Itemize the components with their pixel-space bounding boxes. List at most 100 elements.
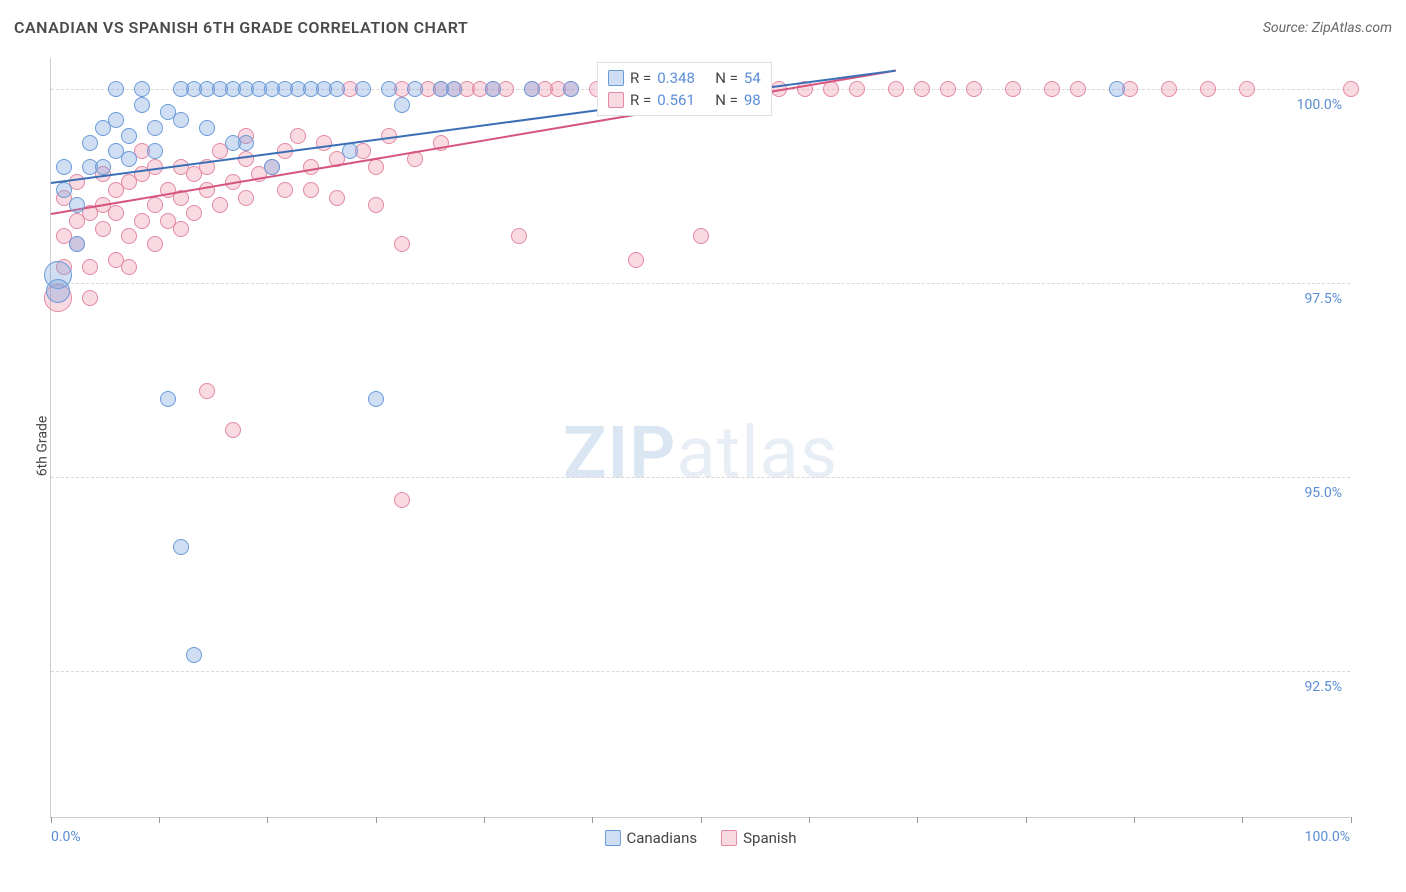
- spanish-point: [82, 259, 98, 275]
- series-legend-label: Canadians: [626, 829, 697, 847]
- canadians-point: [368, 391, 384, 407]
- chart-title: CANADIAN VS SPANISH 6TH GRADE CORRELATIO…: [14, 18, 468, 37]
- canadians-point: [173, 539, 189, 555]
- canadians-point: [264, 159, 280, 175]
- spanish-point: [394, 492, 410, 508]
- canadians-point: [1109, 81, 1125, 97]
- xtick-label-right: 100.0%: [1305, 829, 1350, 845]
- spanish-point: [888, 81, 904, 97]
- xtick: [701, 817, 702, 823]
- xtick: [592, 817, 593, 823]
- spanish-point: [121, 228, 137, 244]
- stats-legend-row: R = 0.561 N = 98: [608, 89, 761, 111]
- chart-header: CANADIAN VS SPANISH 6TH GRADE CORRELATIO…: [14, 18, 1392, 37]
- spanish-point: [95, 221, 111, 237]
- spanish-point: [914, 81, 930, 97]
- canadians-point: [56, 159, 72, 175]
- legend-r-label: R =: [630, 91, 651, 109]
- canadians-point: [199, 120, 215, 136]
- xtick: [809, 817, 810, 823]
- watermark-bold: ZIP: [563, 410, 676, 495]
- gridline-h: [51, 283, 1350, 284]
- spanish-point: [511, 228, 527, 244]
- legend-r-value: 0.348: [657, 69, 709, 87]
- legend-swatch: [608, 92, 624, 108]
- canadians-point: [121, 128, 137, 144]
- legend-r-label: R =: [630, 69, 651, 87]
- spanish-point: [1200, 81, 1216, 97]
- canadians-point: [173, 112, 189, 128]
- spanish-point: [628, 252, 644, 268]
- gridline-h: [51, 671, 1350, 672]
- canadians-point: [108, 81, 124, 97]
- spanish-point: [238, 190, 254, 206]
- series-legend-label: Spanish: [743, 829, 796, 847]
- spanish-point: [1343, 81, 1359, 97]
- spanish-point: [108, 205, 124, 221]
- xtick: [159, 817, 160, 823]
- spanish-point: [290, 128, 306, 144]
- canadians-point: [563, 81, 579, 97]
- legend-swatch: [604, 830, 620, 846]
- canadians-point: [46, 279, 70, 303]
- spanish-point: [1161, 81, 1177, 97]
- canadians-point: [134, 81, 150, 97]
- legend-r-value: 0.561: [657, 91, 709, 109]
- spanish-point: [966, 81, 982, 97]
- canadians-point: [95, 159, 111, 175]
- canadians-point: [446, 81, 462, 97]
- xtick: [1351, 817, 1352, 823]
- canadians-point: [485, 81, 501, 97]
- spanish-point: [199, 182, 215, 198]
- legend-n-value: 54: [744, 69, 761, 87]
- canadians-point: [134, 97, 150, 113]
- legend-n-value: 98: [744, 91, 761, 109]
- canadians-point: [121, 151, 137, 167]
- legend-n-label: N =: [715, 69, 738, 87]
- stats-legend-row: R = 0.348 N = 54: [608, 67, 761, 89]
- chart-source: Source: ZipAtlas.com: [1263, 20, 1392, 36]
- canadians-point: [407, 81, 423, 97]
- spanish-point: [134, 213, 150, 229]
- spanish-point: [693, 228, 709, 244]
- canadians-point: [381, 81, 397, 97]
- series-legend-item: Spanish: [721, 829, 796, 847]
- spanish-point: [1070, 81, 1086, 97]
- xtick: [1134, 817, 1135, 823]
- plot-area: ZIPatlas 92.5%95.0%97.5%100.0%0.0%100.0%…: [50, 58, 1350, 818]
- canadians-point: [82, 135, 98, 151]
- spanish-point: [277, 182, 293, 198]
- canadians-point: [394, 97, 410, 113]
- legend-swatch: [721, 830, 737, 846]
- ytick-label: 92.5%: [1304, 679, 1342, 695]
- ytick-label: 97.5%: [1304, 291, 1342, 307]
- ytick-label: 95.0%: [1304, 485, 1342, 501]
- xtick: [917, 817, 918, 823]
- canadians-point: [160, 391, 176, 407]
- spanish-point: [199, 383, 215, 399]
- canadians-point: [108, 112, 124, 128]
- spanish-point: [238, 151, 254, 167]
- canadians-point: [238, 135, 254, 151]
- spanish-point: [121, 259, 137, 275]
- spanish-point: [303, 182, 319, 198]
- spanish-point: [212, 197, 228, 213]
- spanish-point: [368, 159, 384, 175]
- spanish-point: [303, 159, 319, 175]
- spanish-point: [147, 197, 163, 213]
- canadians-point: [56, 182, 72, 198]
- xtick: [267, 817, 268, 823]
- canadians-point: [69, 197, 85, 213]
- canadians-point: [69, 236, 85, 252]
- canadians-point: [524, 81, 540, 97]
- spanish-point: [186, 205, 202, 221]
- spanish-point: [849, 81, 865, 97]
- y-axis-label: 6th Grade: [34, 416, 50, 477]
- legend-n-label: N =: [715, 91, 738, 109]
- canadians-point: [329, 81, 345, 97]
- canadians-point: [186, 647, 202, 663]
- spanish-point: [1005, 81, 1021, 97]
- spanish-point: [147, 236, 163, 252]
- spanish-point: [225, 422, 241, 438]
- canadians-point: [342, 143, 358, 159]
